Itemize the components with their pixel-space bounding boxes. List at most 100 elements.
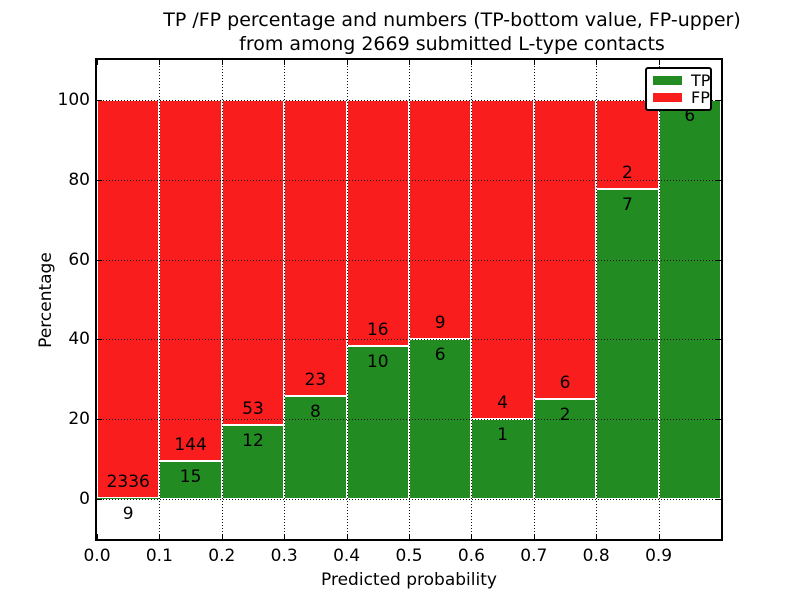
x-tick-label: 0.1 [145, 546, 173, 566]
axis-tick [716, 99, 721, 101]
axis-tick [471, 534, 473, 539]
legend-tp-label: TP [691, 70, 711, 90]
v-gridline [596, 60, 598, 539]
chart-title-line2: from among 2669 submitted L-type contact… [239, 33, 665, 55]
x-tick-label: 0.6 [457, 546, 485, 566]
y-tick-label: 60 [68, 249, 90, 270]
axis-tick [471, 60, 473, 65]
y-tick-label: 40 [68, 329, 90, 350]
tp-count-label: 1 [497, 425, 508, 446]
axis-tick [716, 339, 721, 341]
axis-tick [533, 60, 535, 65]
fp-bar-segment [596, 99, 659, 189]
legend-item-fp: FP [653, 89, 710, 106]
fp-bar-segment [284, 99, 347, 397]
axis-tick [97, 99, 102, 101]
tp-bar-segment [97, 497, 160, 500]
axis-tick [716, 259, 721, 261]
plot-area: 2336914415531223816109641622706 [97, 60, 722, 539]
axis-tick [221, 534, 223, 539]
axis-tick [721, 60, 722, 65]
fp-bar-segment [409, 99, 472, 340]
fp-bar-segment [97, 99, 160, 498]
tp-bar-segment [284, 396, 347, 500]
x-tick-label: 0.8 [582, 546, 610, 566]
legend-fp-swatch-icon [653, 93, 682, 102]
x-tick-label: 0.9 [645, 546, 673, 566]
axis-tick [97, 339, 102, 341]
fp-count-label: 2 [621, 162, 633, 183]
axis-tick [596, 534, 598, 539]
v-gridline [658, 60, 660, 539]
axis-tick [97, 179, 102, 181]
tp-count-label: 8 [309, 402, 321, 423]
fp-count-label: 6 [559, 373, 571, 394]
axis-tick [409, 60, 410, 65]
tp-bar-segment [221, 425, 285, 500]
x-axis-label: Predicted probability [321, 570, 497, 590]
fp-count-label: 144 [174, 435, 207, 456]
legend: TP FP [645, 67, 712, 111]
axis-tick [159, 60, 161, 65]
fp-bar-segment [533, 99, 597, 400]
v-gridline [409, 60, 410, 539]
axis-tick [346, 60, 348, 65]
x-tick-label: 0.4 [333, 546, 361, 566]
axis-tick [596, 60, 598, 65]
chart-title-line1: TP /FP percentage and numbers (TP-bottom… [163, 9, 741, 31]
chart-title: TP /FP percentage and numbers (TP-bottom… [104, 8, 800, 56]
axis-tick [533, 534, 535, 539]
v-gridline [346, 60, 348, 539]
v-gridline [471, 60, 473, 539]
axis-tick [658, 60, 660, 65]
fp-bar-segment [159, 99, 222, 462]
fp-bar-segment [346, 99, 409, 346]
axis-tick [716, 179, 721, 181]
tp-count-label: 12 [242, 431, 264, 452]
fp-count-label: 4 [497, 393, 508, 414]
v-gridline [284, 60, 286, 539]
x-tick-label: 0.0 [83, 546, 111, 566]
fp-count-label: 23 [304, 370, 327, 391]
axis-tick [97, 60, 98, 65]
fp-count-label: 2336 [106, 471, 150, 492]
tp-count-label: 10 [366, 351, 389, 372]
tp-count-label: 9 [122, 503, 134, 524]
y-tick-label: 100 [57, 89, 90, 110]
legend-item-tp: TP [653, 72, 710, 89]
legend-tp-swatch-icon [653, 76, 682, 85]
v-gridline [533, 60, 535, 539]
axis-tick [221, 60, 223, 65]
axis-tick [97, 499, 102, 501]
axis-tick [284, 60, 286, 65]
axis-tick [721, 534, 722, 539]
x-tick-label: 0.7 [520, 546, 548, 566]
legend-fp-label: FP [691, 87, 710, 107]
axis-tick [97, 534, 98, 539]
y-axis-label: Percentage [36, 252, 56, 348]
tp-count-label: 7 [621, 194, 633, 215]
axis-tick [716, 419, 721, 421]
axis-tick [658, 534, 660, 539]
axis-tick [346, 534, 348, 539]
tp-count-label: 6 [434, 345, 446, 366]
v-gridline [159, 60, 161, 539]
tp-count-label: 6 [684, 105, 696, 126]
axis-tick [409, 534, 410, 539]
x-tick-label: 0.2 [208, 546, 236, 566]
axis-tick [97, 419, 102, 421]
v-gridline [221, 60, 223, 539]
axis-tick [97, 259, 102, 261]
tp-count-label: 15 [179, 467, 202, 488]
y-tick-label: 80 [68, 169, 90, 190]
tp-bar-segment [658, 99, 721, 500]
fp-count-label: 16 [366, 319, 389, 340]
x-tick-label: 0.3 [270, 546, 298, 566]
fp-count-label: 9 [434, 313, 446, 334]
x-tick-label: 0.5 [395, 546, 423, 566]
tp-bar-segment [596, 188, 659, 500]
fp-bar-segment [221, 99, 285, 426]
y-tick-label: 20 [68, 409, 90, 430]
y-tick-label: 0 [79, 489, 90, 510]
